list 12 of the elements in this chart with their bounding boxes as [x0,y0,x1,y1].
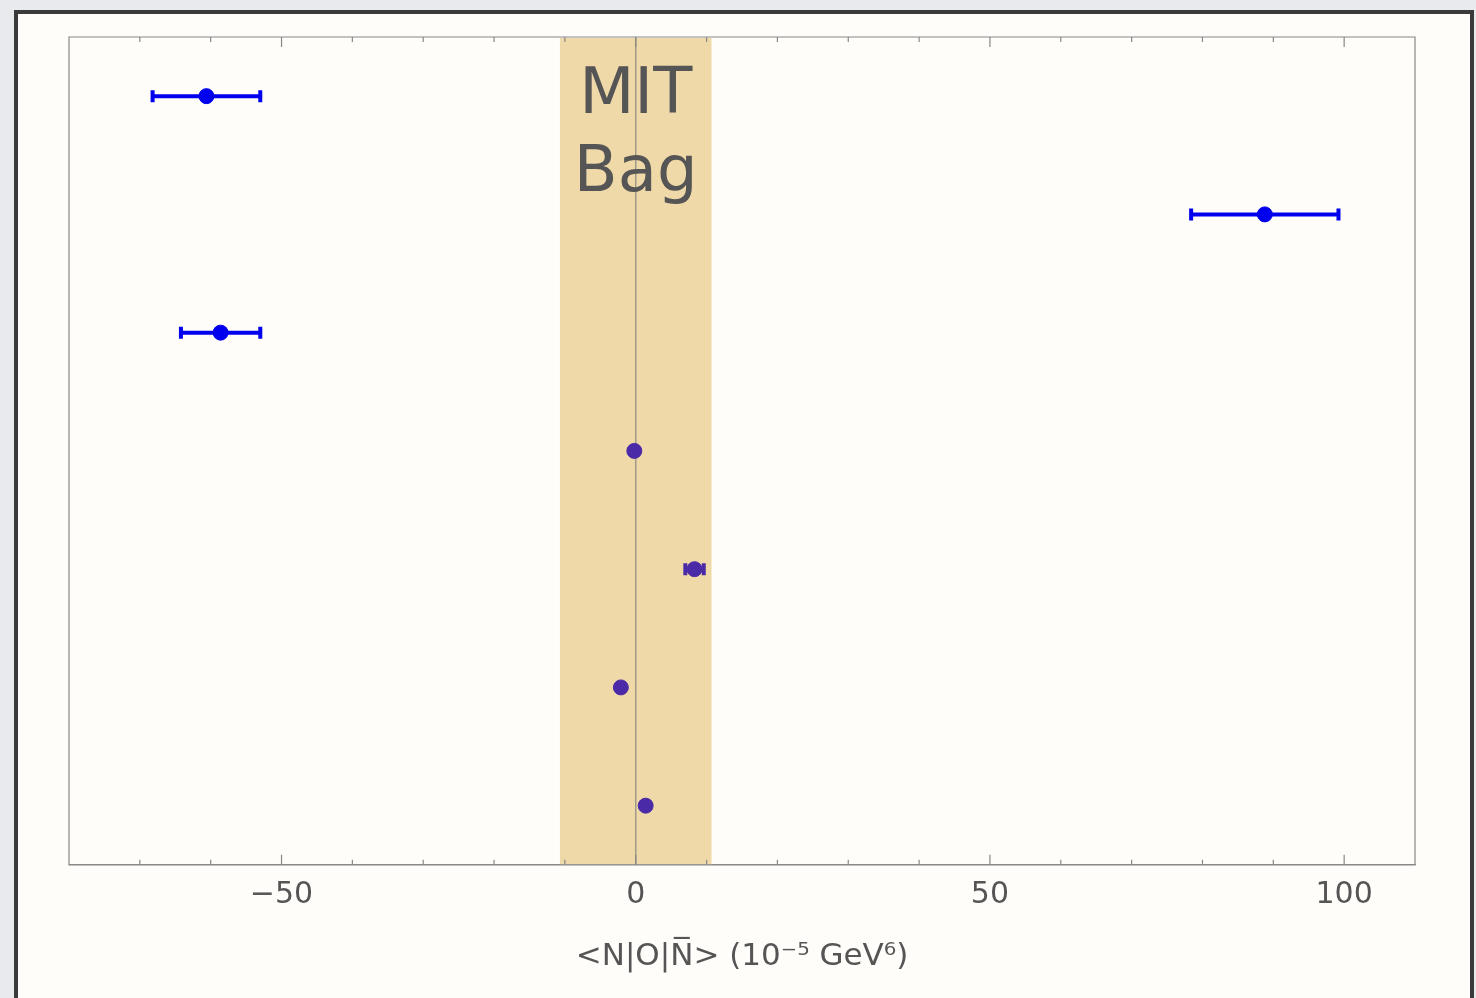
point [198,88,215,105]
point [1256,206,1273,223]
x-tick-label: 50 [970,874,1010,910]
x-tick-label: 100 [1315,874,1373,910]
point [612,679,629,696]
point [626,442,643,459]
band-label: MIT Bag [573,54,698,206]
x-tick-label: −50 [249,874,314,910]
x-axis-title: <N|O|N̅> (10⁻⁵ GeV⁶) [575,935,909,974]
point [212,324,229,341]
point [637,797,654,814]
x-tick-label: 0 [626,874,646,910]
